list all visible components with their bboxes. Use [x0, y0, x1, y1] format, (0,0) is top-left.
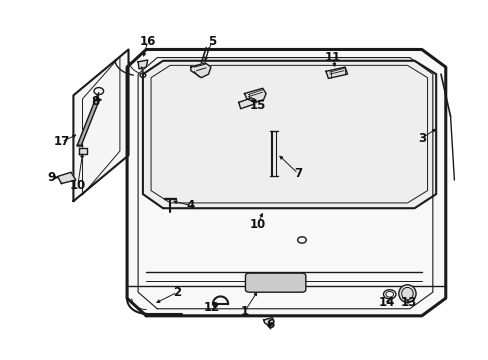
Text: 3: 3 — [417, 132, 425, 145]
Text: 2: 2 — [173, 286, 181, 299]
Text: 4: 4 — [186, 199, 195, 212]
Polygon shape — [244, 88, 265, 102]
Polygon shape — [142, 61, 435, 208]
Text: 10: 10 — [249, 218, 265, 231]
Ellipse shape — [398, 285, 415, 302]
Text: 6: 6 — [266, 318, 274, 331]
Polygon shape — [73, 49, 128, 201]
Text: 17: 17 — [53, 135, 69, 148]
Text: 9: 9 — [48, 171, 56, 184]
Text: 8: 8 — [91, 95, 99, 108]
Text: 14: 14 — [378, 296, 395, 309]
Polygon shape — [190, 63, 210, 78]
Text: 15: 15 — [249, 99, 265, 112]
Text: 16: 16 — [139, 35, 156, 48]
Polygon shape — [238, 98, 254, 109]
FancyBboxPatch shape — [245, 273, 305, 292]
Text: 5: 5 — [207, 35, 216, 48]
Text: 7: 7 — [293, 167, 302, 180]
Polygon shape — [325, 67, 347, 78]
Polygon shape — [79, 148, 87, 154]
Text: 13: 13 — [400, 296, 416, 309]
Text: 10: 10 — [69, 180, 86, 193]
Polygon shape — [263, 318, 274, 325]
Polygon shape — [138, 60, 147, 69]
Polygon shape — [58, 172, 76, 184]
Text: 1: 1 — [240, 305, 248, 318]
Text: 11: 11 — [325, 51, 341, 64]
Polygon shape — [127, 49, 445, 316]
Text: 12: 12 — [203, 301, 220, 314]
